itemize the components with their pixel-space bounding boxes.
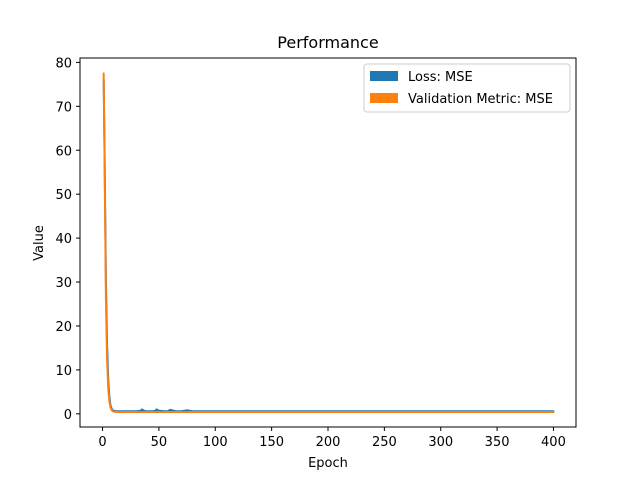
x-tick-label: 150: [259, 435, 284, 450]
x-tick-label: 0: [98, 435, 106, 450]
y-tick-label: 70: [55, 100, 72, 115]
y-tick-label: 30: [55, 276, 72, 291]
y-tick-label: 0: [64, 408, 72, 423]
x-tick-label: 250: [372, 435, 397, 450]
y-tick-label: 50: [55, 188, 72, 203]
y-axis-label: Value: [32, 225, 47, 261]
series-line-validation: [102, 72, 555, 414]
legend: Loss: MSE Validation Metric: MSE: [363, 63, 571, 113]
series-layer: [102, 72, 555, 414]
x-tick-label: 350: [485, 435, 510, 450]
x-axis-label: Epoch: [308, 456, 348, 471]
y-tick-label: 40: [55, 232, 72, 247]
y-tick-label: 80: [55, 56, 72, 71]
legend-box: [363, 63, 571, 113]
plot-frame: [79, 57, 577, 428]
y-tick-label: 20: [55, 320, 72, 335]
legend-swatch-loss: [370, 71, 398, 81]
y-tick-label: 60: [55, 144, 72, 159]
x-tick-label: 100: [203, 435, 228, 450]
x-tick-label: 400: [541, 435, 566, 450]
legend-swatch-validation: [370, 93, 398, 103]
x-tick-label: 50: [151, 435, 168, 450]
y-tick-label: 10: [55, 364, 72, 379]
y-axis-ticks: 0 10 20 30 40 50 60 70 80: [55, 56, 80, 423]
x-axis-ticks: 0 50 100 150 200 250 300 350 400: [98, 427, 566, 450]
chart-title: Performance: [277, 33, 378, 52]
x-tick-label: 200: [316, 435, 341, 450]
legend-label-validation: Validation Metric: MSE: [408, 92, 553, 107]
legend-label-loss: Loss: MSE: [408, 70, 473, 85]
x-tick-label: 300: [428, 435, 453, 450]
